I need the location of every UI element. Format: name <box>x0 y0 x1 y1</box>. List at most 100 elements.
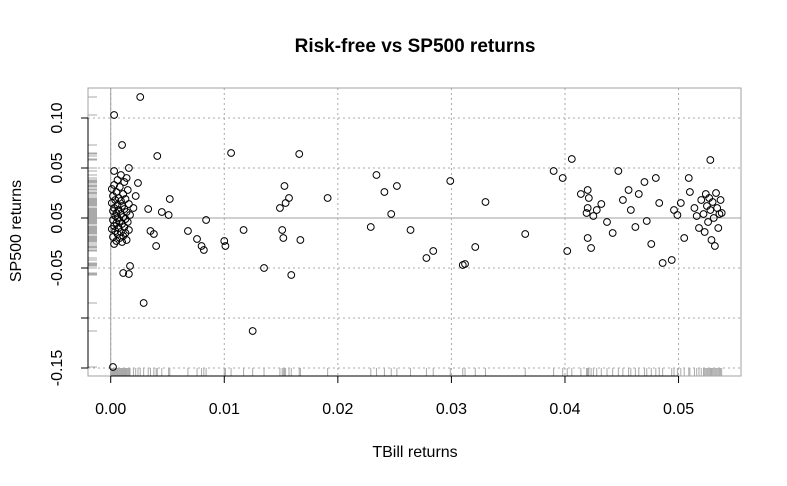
data-point <box>157 208 166 216</box>
data-point <box>422 254 431 262</box>
data-point <box>281 199 290 207</box>
data-point <box>626 206 635 214</box>
x-tick-label: 0.00 <box>95 401 126 418</box>
data-point <box>280 182 289 190</box>
data-point <box>597 200 606 208</box>
data-point <box>589 212 598 220</box>
data-point <box>144 205 153 213</box>
data-point <box>119 190 128 198</box>
data-point <box>690 204 699 212</box>
data-point <box>113 176 122 184</box>
data-point <box>655 199 664 207</box>
chart-title: Risk-free vs SP500 returns <box>295 36 536 57</box>
data-point <box>221 242 230 250</box>
data-point <box>603 218 611 226</box>
data-point <box>296 236 305 244</box>
data-point <box>109 363 117 371</box>
rug-marks <box>88 96 723 376</box>
data-point <box>287 271 296 279</box>
data-point <box>129 204 138 212</box>
data-point <box>481 198 490 206</box>
data-point <box>592 206 601 214</box>
x-axis-label: TBill returns <box>372 444 457 461</box>
data-point <box>549 167 558 175</box>
data-point <box>124 270 133 278</box>
x-tick-label: 0.02 <box>322 401 353 418</box>
data-point <box>709 214 718 222</box>
data-point <box>285 194 293 202</box>
data-point <box>706 156 715 164</box>
data-point <box>248 327 257 335</box>
data-point <box>193 235 201 243</box>
data-point <box>624 186 633 194</box>
data-point <box>165 195 174 203</box>
data-point <box>124 164 133 172</box>
x-tick-label: 0.01 <box>209 401 240 418</box>
data-point <box>126 262 134 270</box>
x-axis: 0.00 0.01 0.02 0.03 0.04 0.05 <box>95 375 694 418</box>
data-point <box>614 167 623 175</box>
data-point <box>120 178 129 186</box>
data-point <box>164 211 173 219</box>
data-point <box>706 206 715 214</box>
data-point <box>124 200 133 208</box>
data-point <box>684 174 693 182</box>
data-point <box>692 212 701 220</box>
data-point <box>704 218 712 226</box>
data-point <box>380 188 389 196</box>
data-point <box>220 237 229 245</box>
data-point <box>239 226 248 234</box>
data-point <box>323 194 332 202</box>
data-point <box>583 186 592 194</box>
data-point <box>642 217 651 225</box>
data-point <box>582 209 591 217</box>
data-point <box>202 216 211 224</box>
data-point <box>716 196 725 204</box>
data-point <box>700 228 709 236</box>
data-point <box>584 194 593 202</box>
data-point <box>227 149 235 157</box>
data-point <box>563 247 572 255</box>
data-point <box>406 226 415 234</box>
data-point <box>583 204 592 212</box>
data-point <box>429 247 438 255</box>
data-point <box>647 240 656 248</box>
data-point <box>521 230 530 238</box>
y-tick-label: 0.10 <box>49 102 66 133</box>
data-point <box>119 269 128 277</box>
y-tick-label: -0.05 <box>49 250 66 287</box>
y-axis: -0.15 -0.05 0.05 0.05 0.10 <box>49 102 89 386</box>
data-point <box>471 243 480 251</box>
data-point <box>697 196 706 204</box>
data-point <box>278 226 287 234</box>
data-point <box>184 227 192 235</box>
x-tick-label: 0.04 <box>549 401 580 418</box>
data-point <box>446 177 455 185</box>
y-tick-label: 0.05 <box>49 202 66 233</box>
data-point <box>392 182 401 190</box>
data-point <box>110 181 119 189</box>
data-point <box>279 234 288 242</box>
data-point <box>118 238 126 246</box>
data-point <box>651 174 660 182</box>
data-point <box>640 178 649 186</box>
data-point <box>110 167 119 175</box>
data-point <box>618 196 627 204</box>
data-point <box>699 210 708 218</box>
data-point <box>126 211 134 219</box>
data-point <box>658 259 667 267</box>
data-point <box>107 199 116 207</box>
data-point <box>710 242 719 250</box>
data-point <box>372 171 381 179</box>
data-point <box>587 244 595 252</box>
data-point <box>387 210 396 218</box>
data-point <box>714 224 723 232</box>
data-point <box>153 152 162 160</box>
data-points <box>107 93 726 371</box>
data-point <box>118 141 126 149</box>
data-point <box>136 93 145 101</box>
data-point <box>122 174 131 182</box>
data-point <box>634 190 643 198</box>
